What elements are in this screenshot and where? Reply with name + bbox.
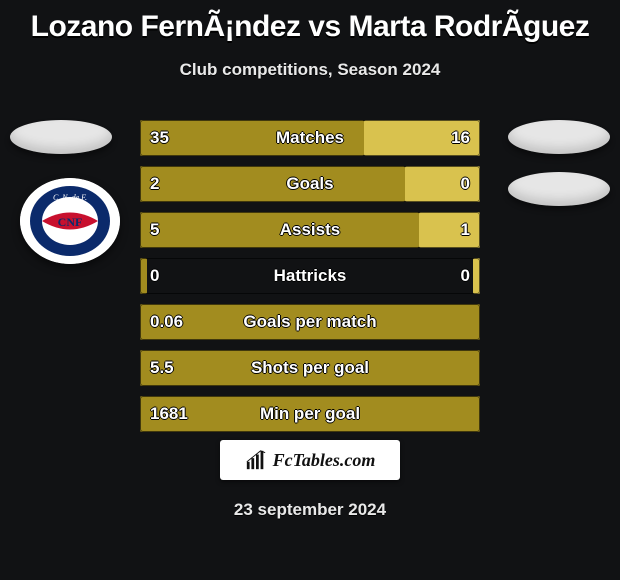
stat-bar-full [140, 350, 480, 386]
stat-bar-left [140, 120, 364, 156]
svg-text:C. N. de F.: C. N. de F. [53, 193, 87, 202]
stat-row: Matches3516 [140, 120, 480, 156]
stat-row: Goals per match0.06 [140, 304, 480, 340]
bar-chart-icon [245, 449, 267, 471]
stat-label: Hattricks [140, 258, 480, 294]
stat-bar-right [473, 258, 480, 294]
svg-text:CNF: CNF [58, 215, 83, 229]
source-badge-label: FcTables.com [273, 450, 376, 471]
stat-row: Min per goal1681 [140, 396, 480, 432]
stat-value-right: 0 [461, 258, 470, 294]
stat-row: Hattricks0 0 [140, 258, 480, 294]
player-right-club-crest-icon [508, 172, 610, 206]
stat-value-left: 5 [150, 212, 159, 248]
player-left-club-badge-icon: C. N. de F. CNF [20, 178, 120, 264]
page-subtitle: Club competitions, Season 2024 [0, 60, 620, 80]
player-left-crest-icon [10, 120, 112, 154]
stat-bar-left [140, 166, 405, 202]
generated-date: 23 september 2024 [0, 500, 620, 520]
stat-value-left: 0 [150, 258, 159, 294]
stat-value-right: 0 [461, 166, 470, 202]
stat-value-left: 35 [150, 120, 169, 156]
stat-value-right: 16 [451, 120, 470, 156]
stat-value-left: 1681 [150, 396, 188, 432]
player-right-crest-icon [508, 120, 610, 154]
stats-rows: Matches3516Goals20Assists51Hattricks00Go… [140, 120, 480, 442]
stat-row: Assists51 [140, 212, 480, 248]
stat-value-right: 1 [461, 212, 470, 248]
stat-bar-left [140, 212, 419, 248]
source-badge: FcTables.com [220, 440, 400, 480]
stat-bar-full [140, 304, 480, 340]
stat-value-left: 2 [150, 166, 159, 202]
stat-bar-right [419, 212, 480, 248]
stat-value-left: 5.5 [150, 350, 174, 386]
stat-row: Shots per goal5.5 [140, 350, 480, 386]
page-title: Lozano FernÃ¡ndez vs Marta RodrÃ­guez [0, 0, 620, 44]
stat-bar-left [140, 258, 147, 294]
stat-value-left: 0.06 [150, 304, 183, 340]
stat-bar-full [140, 396, 480, 432]
stat-row: Goals20 [140, 166, 480, 202]
